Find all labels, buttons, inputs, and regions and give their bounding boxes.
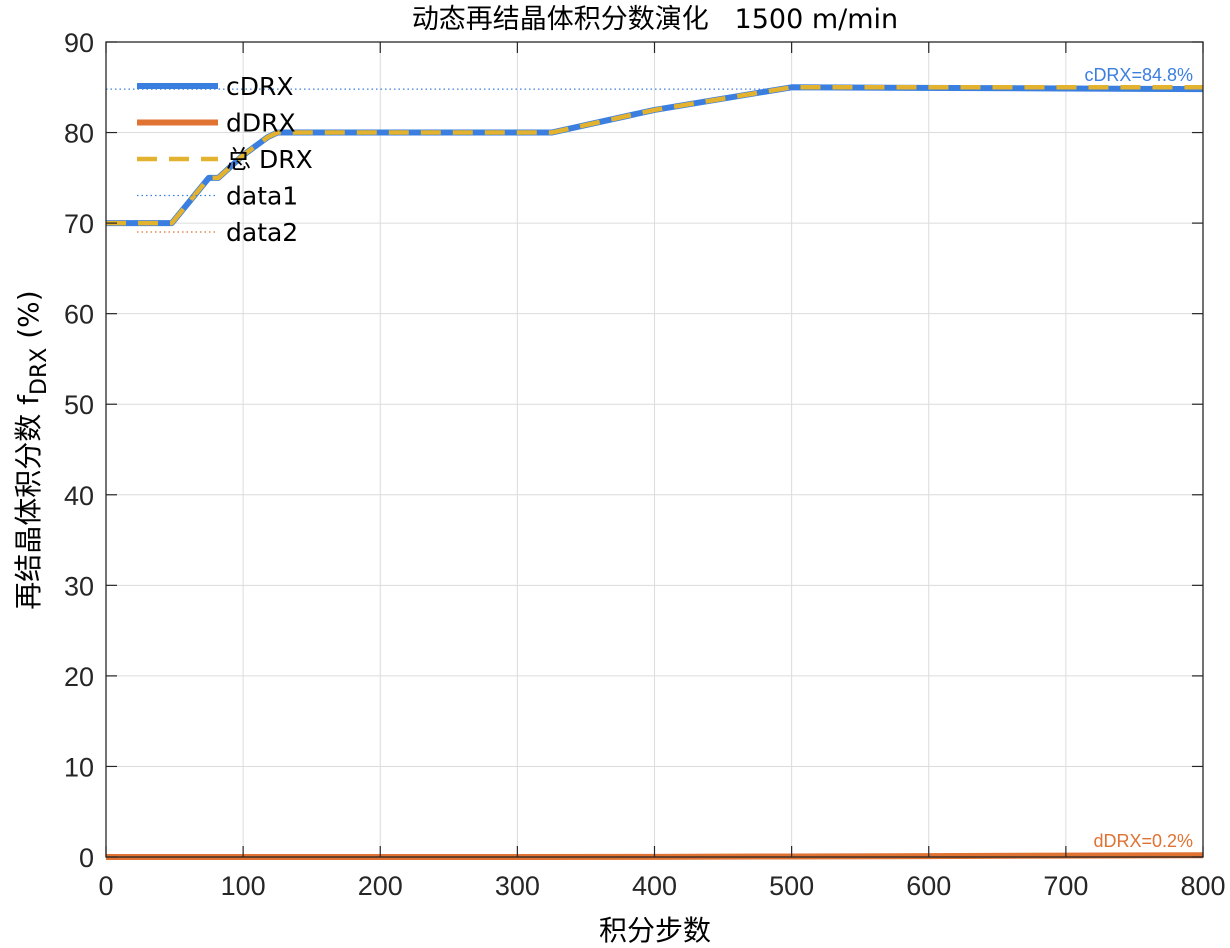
x-tick-label: 200 bbox=[358, 871, 403, 901]
y-tick-label: 70 bbox=[64, 209, 94, 239]
y-tick-label: 50 bbox=[64, 390, 94, 420]
y-tick-label: 60 bbox=[64, 300, 94, 330]
y-tick-label: 40 bbox=[64, 481, 94, 511]
x-tick-label: 700 bbox=[1043, 871, 1088, 901]
annotation-label: cDRX=84.8% bbox=[1084, 65, 1193, 85]
legend-label: data1 bbox=[226, 182, 298, 211]
x-tick-label: 400 bbox=[632, 871, 677, 901]
y-axis-label-suffix: (%) bbox=[12, 290, 45, 347]
ticks: 0 100 200 300 400 500 600 700 800 0 10 20 30 40 50 60 70… bbox=[64, 28, 1226, 901]
y-axis-label-subscript: DRX bbox=[27, 348, 52, 395]
y-tick-label: 10 bbox=[64, 752, 94, 782]
x-tick-label: 300 bbox=[495, 871, 540, 901]
x-tick-label: 0 bbox=[98, 871, 113, 901]
x-axis-label: 积分步数 bbox=[599, 914, 711, 947]
y-axis-label: 再结晶体积分数 fDRX (%) bbox=[12, 290, 52, 609]
annotations: cDRX=84.8% dDRX=0.2% bbox=[1084, 65, 1193, 851]
x-tick-label: 100 bbox=[221, 871, 266, 901]
annotation-label: dDRX=0.2% bbox=[1093, 831, 1193, 851]
x-tick-label: 500 bbox=[769, 871, 814, 901]
y-axis-label-main: 再结晶体积分数 f bbox=[12, 394, 45, 610]
x-tick-label: 800 bbox=[1180, 871, 1225, 901]
y-tick-label: 20 bbox=[64, 662, 94, 692]
legend-label: data2 bbox=[226, 218, 298, 247]
legend: cDRX dDRX 总 DRX data1 data2 bbox=[137, 72, 313, 247]
legend-label: cDRX bbox=[226, 72, 294, 101]
chart-title: 动态再结晶体积分数演化 1500 m/min bbox=[412, 4, 898, 35]
legend-label: dDRX bbox=[226, 109, 296, 138]
series-line-总-DRX bbox=[106, 85, 1203, 226]
x-tick-label: 600 bbox=[906, 871, 951, 901]
y-tick-label: 0 bbox=[79, 843, 94, 873]
y-tick-label: 30 bbox=[64, 571, 94, 601]
legend-label: 总 DRX bbox=[226, 145, 313, 174]
y-tick-label: 90 bbox=[64, 28, 94, 58]
y-tick-label: 80 bbox=[64, 119, 94, 149]
